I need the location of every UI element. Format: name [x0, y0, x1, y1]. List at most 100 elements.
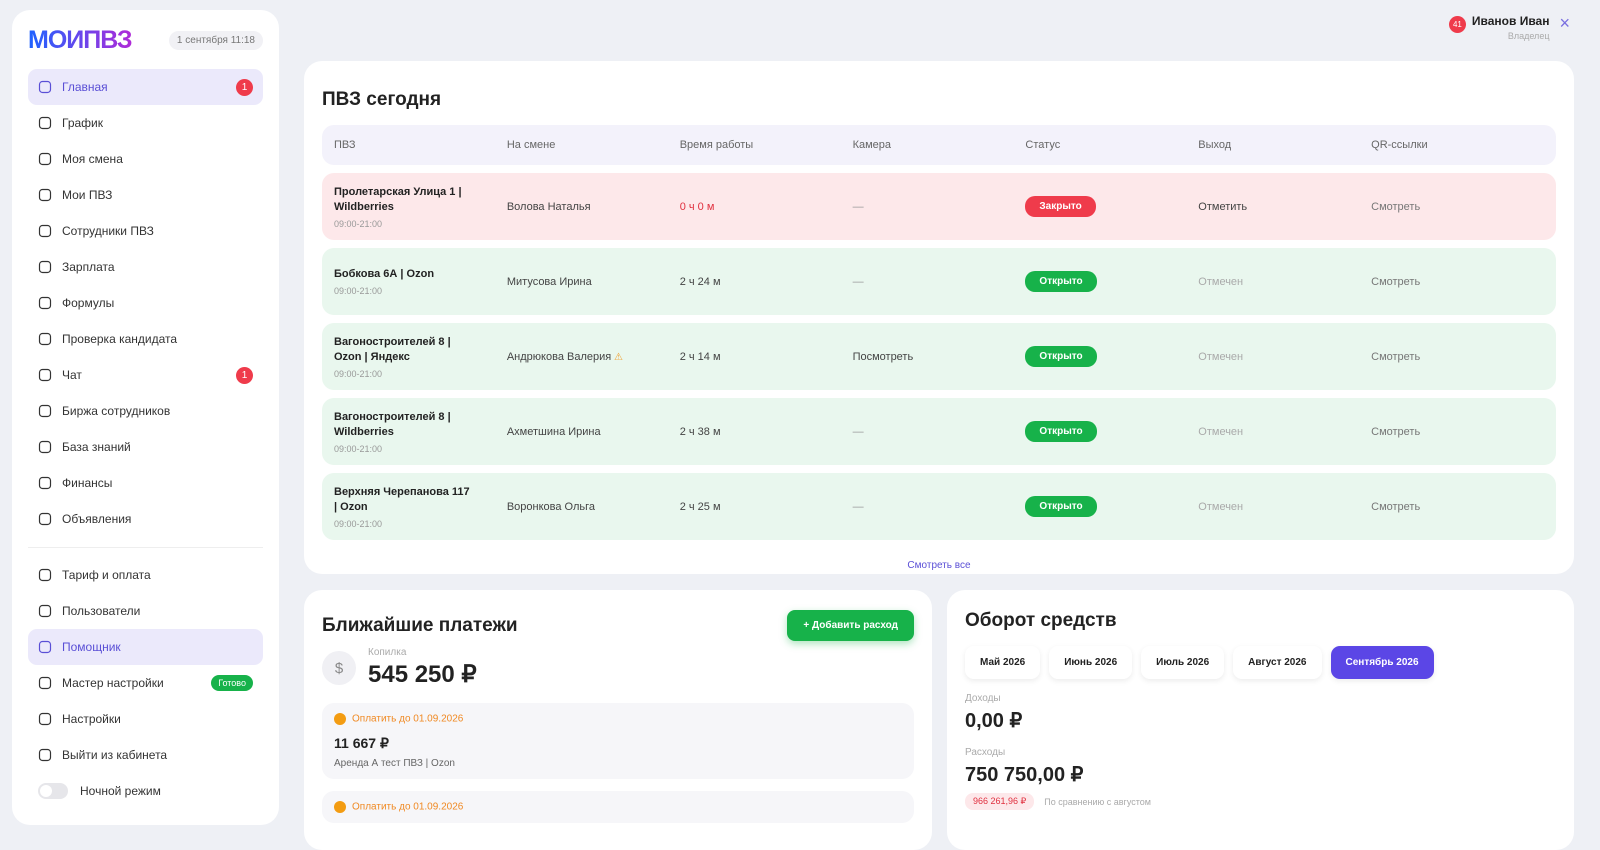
month-tab[interactable]: Май 2026	[965, 646, 1041, 679]
divider	[28, 547, 263, 548]
column-header: На смене	[506, 139, 556, 151]
sidebar: МОИПВЗ 1 сентября 11:18 Главная 1 График Моя …	[12, 10, 279, 825]
piggy-icon: $	[322, 651, 356, 685]
menu-label: Чат	[62, 368, 82, 382]
exit: Отмечен	[1198, 275, 1244, 288]
menu-item[interactable]: Объявления	[28, 501, 263, 537]
menu-label: База знаний	[62, 440, 131, 454]
column-header: Камера	[852, 139, 892, 151]
payment-item: Оплатить до 01.09.2026 11 667 ₽ Аренда А т…	[322, 703, 914, 779]
pvz-cell: Пролетарская Улица 1 | Wildberries 09:00-…	[334, 185, 507, 229]
qr-link[interactable]: Смотреть	[1371, 275, 1421, 288]
qr-link[interactable]: Смотреть	[1371, 200, 1421, 213]
menu-item[interactable]: Финансы	[28, 465, 263, 501]
user-role: Владелец	[1507, 31, 1550, 41]
warning-icon: ⚠	[611, 351, 623, 363]
qr-link[interactable]: Смотреть	[1371, 425, 1421, 438]
menu-label: Главная	[62, 80, 108, 94]
table-row: Вагоностроителей 8 | Wildberries 09:00-21…	[322, 398, 1556, 465]
change: 966 261,96 ₽	[965, 793, 1035, 810]
pvz-name: Верхняя Черепанова 117 | Ozon	[334, 485, 470, 513]
qr-link[interactable]: Смотреть	[1371, 350, 1421, 363]
menu-label: Тариф и оплата	[62, 568, 151, 582]
menu-tag: Готово	[211, 675, 253, 691]
staff-name: Волова Наталья	[506, 200, 591, 213]
close-icon[interactable]: ×	[1559, 13, 1570, 33]
menu-label: Проверка кандидата	[62, 332, 178, 346]
staff-cell: Андрюкова Валерия ⚠	[507, 351, 680, 363]
toggle[interactable]	[38, 783, 68, 799]
menu-label: Пользователи	[62, 604, 141, 618]
user-info: Иванов Иван Владелец	[1472, 14, 1550, 41]
payment-item: Оплатить до 01.09.2026	[322, 791, 914, 823]
menu-label: Объявления	[62, 512, 132, 526]
status-cell: Закрыто	[1025, 196, 1198, 217]
status-cell: Открыто	[1025, 271, 1198, 292]
today-card: ПВЗ сегодня ПВЗ На смене Время работы Камера…	[304, 61, 1574, 574]
piggy: $ Копилка 545 250 ₽	[322, 647, 914, 689]
table-row: Пролетарская Улица 1 | Wildberries 09:00-…	[322, 173, 1556, 240]
menu-item[interactable]: График	[28, 105, 263, 141]
menu-item[interactable]: Мастер настройки Готово	[28, 665, 263, 701]
pvz-cell: Вагоностроителей 8 | Wildberries 09:00-21…	[334, 410, 507, 454]
menu-item[interactable]: Пользователи	[28, 593, 263, 629]
month-tab[interactable]: Июнь 2026	[1049, 646, 1133, 679]
menu-label: График	[62, 116, 103, 130]
menu-item[interactable]: Главная 1	[28, 69, 263, 105]
view-all[interactable]: Смотреть все	[907, 560, 971, 571]
menu-item[interactable]: Биржа сотрудников	[28, 393, 263, 429]
menu-item[interactable]: Настройки	[28, 701, 263, 737]
camera[interactable]: Посмотреть	[852, 350, 914, 363]
column-header: ПВЗ	[334, 139, 356, 151]
expense: 750 750,00 ₽	[965, 764, 1084, 786]
menu-item[interactable]: Сотрудники ПВЗ	[28, 213, 263, 249]
menu-item[interactable]: Помощник	[28, 629, 263, 665]
qr-link[interactable]: Смотреть	[1371, 500, 1421, 513]
menu-item[interactable]: Зарплата	[28, 249, 263, 285]
change-note: По сравнению с августом	[1044, 796, 1151, 807]
menu-item[interactable]: Мои ПВЗ	[28, 177, 263, 213]
add-expense-button[interactable]: + Добавить расход	[787, 610, 914, 641]
menu-label: Мои ПВЗ	[62, 188, 113, 202]
work-time: 2 ч 14 м	[679, 350, 721, 363]
status-pill: Открыто	[1025, 346, 1097, 367]
menu-item[interactable]: Тариф и оплата	[28, 557, 263, 593]
staff-cell: Волова Наталья	[507, 201, 680, 213]
user-panel[interactable]: 41 Иванов Иван Владелец ×	[1448, 13, 1570, 41]
menu-item[interactable]: Формулы	[28, 285, 263, 321]
payment-due: Оплатить до 01.09.2026	[352, 801, 464, 813]
payments-header: Ближайшие платежи + Добавить расход	[322, 610, 914, 641]
menu-item[interactable]: Выйти из кабинета	[28, 737, 263, 773]
pvz-hours: 09:00-21:00	[334, 368, 383, 379]
menu-label: Сотрудники ПВЗ	[62, 224, 154, 238]
menu-label: Мастер настройки	[62, 676, 164, 690]
pvz-name: Бобкова 6А | Ozon	[334, 268, 435, 280]
pvz-hours: 09:00-21:00	[334, 443, 383, 454]
month-tab[interactable]: Июль 2026	[1141, 646, 1225, 679]
column-header: Статус	[1025, 139, 1061, 151]
menu-item[interactable]: Проверка кандидата	[28, 321, 263, 357]
month-tab[interactable]: Август 2026	[1233, 646, 1322, 679]
menu-item[interactable]: Моя смена	[28, 141, 263, 177]
status-cell: Открыто	[1025, 496, 1198, 517]
staff-name: Ахметшина Ирина	[506, 425, 601, 438]
turnover-card: Оборот средств Май 2026 Июнь 2026 Июль 2026…	[947, 590, 1574, 850]
change-row: 966 261,96 ₽ По сравнению с августом	[965, 793, 1556, 810]
payment-due-row: Оплатить до 01.09.2026	[334, 713, 902, 725]
table-header: ПВЗ На смене Время работы Камера Статус Выход…	[322, 125, 1556, 165]
menu-item[interactable]: Чат 1	[28, 357, 263, 393]
table-row: Верхняя Черепанова 117 | Ozon 09:00-21:00…	[322, 473, 1556, 540]
table-row: Вагоностроителей 8 | Ozon | Яндекс 09:00-…	[322, 323, 1556, 390]
payment-desc: Аренда А тест ПВЗ | Ozon	[334, 758, 455, 769]
pvz-name: Вагоностроителей 8 | Ozon | Яндекс	[334, 335, 451, 363]
night-mode[interactable]: Ночной режим	[28, 773, 263, 809]
expense-label: Расходы	[965, 747, 1006, 758]
menu-label: Финансы	[62, 476, 113, 490]
menu-item[interactable]: База знаний	[28, 429, 263, 465]
exit: Отмечен	[1198, 425, 1244, 438]
pvz-hours: 09:00-21:00	[334, 286, 383, 296]
exit[interactable]: Отметить	[1198, 200, 1248, 213]
exit: Отмечен	[1198, 350, 1244, 363]
month-tab[interactable]: Сентябрь 2026	[1330, 646, 1434, 679]
